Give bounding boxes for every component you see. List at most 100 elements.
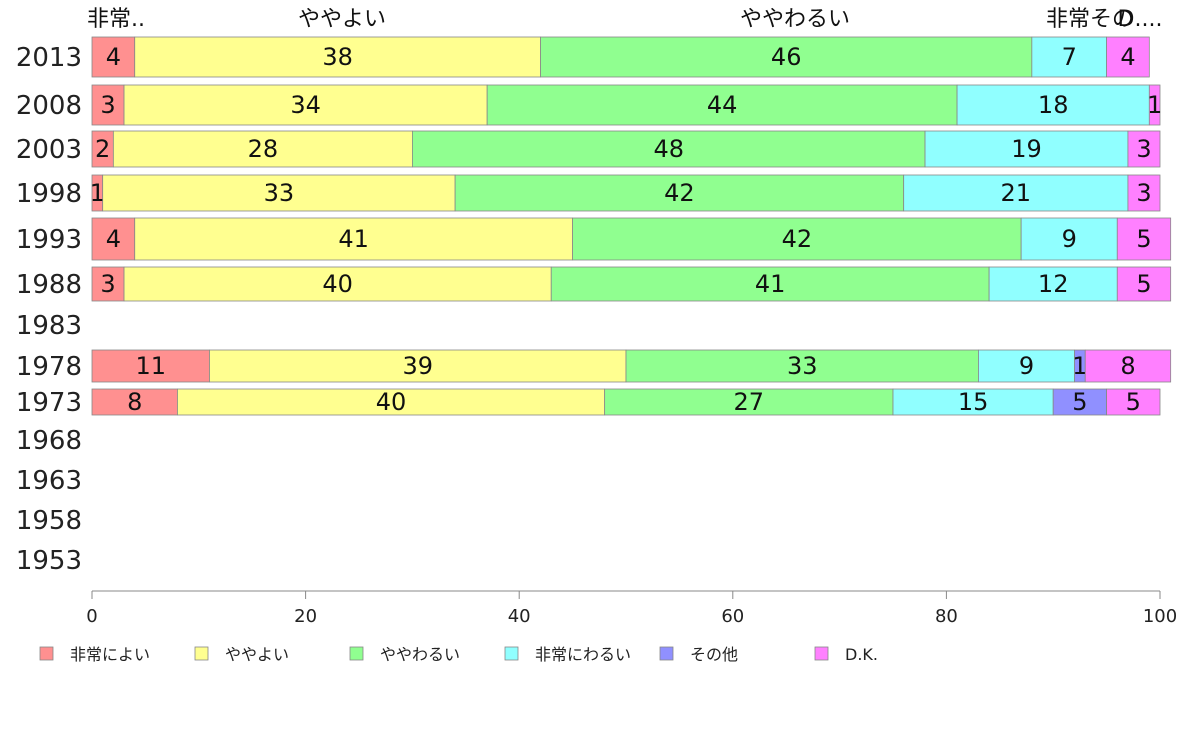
bar-segment-2003-2	[411, 130, 926, 168]
x-tick-label-40: 40	[508, 606, 531, 627]
bar-segment-1998-5	[1127, 174, 1161, 212]
top-series-labels: 非常.. ややよい ややわるい 非常そのD....	[87, 7, 1162, 32]
bar-segment-1978-2	[625, 349, 979, 383]
segment-label-1988-3: 12	[1038, 270, 1069, 298]
bar-segment-1993-0	[91, 217, 136, 261]
bar-segment-1988-5	[1116, 266, 1172, 302]
bar-segment-1993-3	[1020, 217, 1118, 261]
segment-label-1978-3: 9	[1019, 352, 1034, 380]
segment-label-2013-3: 7	[1062, 43, 1077, 71]
segment-label-1973-0: 8	[127, 388, 142, 416]
legend-swatch-4	[659, 646, 674, 661]
bar-segment-1973-3	[892, 388, 1054, 416]
segment-label-1998-1: 33	[264, 179, 295, 207]
legend-swatch-2	[349, 646, 364, 661]
segment-label-2003-0: 2	[95, 135, 110, 163]
segment-label-2013-5: 4	[1120, 43, 1135, 71]
segment-label-1978-5: 8	[1120, 352, 1135, 380]
bar-segment-1973-4	[1052, 388, 1107, 416]
year-axis-labels: 2013 2008 2003 1998 1993 1988 1983 1978 1973 1968…	[16, 43, 82, 576]
segment-label-1993-5: 5	[1136, 225, 1151, 253]
year-label-1998: 1998	[16, 179, 82, 209]
year-label-2013: 2013	[16, 43, 82, 73]
segment-label-1988-0: 3	[100, 270, 115, 298]
legend-label-0: 非常によい	[70, 645, 150, 664]
bar-segment-2013-3	[1031, 36, 1107, 78]
bar-segment-2008-1	[123, 84, 488, 126]
segment-label-2013-2: 46	[771, 43, 802, 71]
segment-label-1973-5: 5	[1126, 388, 1141, 416]
year-label-1968: 1968	[16, 426, 82, 456]
legend-swatch-0	[39, 646, 54, 661]
bar-segment-1998-1	[102, 174, 456, 212]
bar-segment-1998-2	[454, 174, 905, 212]
top-label-0: 非常..	[87, 7, 145, 32]
segment-label-1993-1: 41	[338, 225, 369, 253]
bar-segment-1998-3	[903, 174, 1129, 212]
bar-segment-1978-3	[978, 349, 1075, 383]
segment-label-1993-3: 9	[1062, 225, 1077, 253]
legend-label-5: D.K.	[845, 645, 878, 664]
segment-label-2008-5: 1	[1147, 91, 1162, 119]
bar-segment-1988-1	[123, 266, 552, 302]
x-tick-label-0: 0	[86, 606, 97, 627]
year-label-1983: 1983	[16, 311, 82, 341]
year-label-1993: 1993	[16, 225, 82, 255]
legend-swatch-5	[814, 646, 829, 661]
segment-label-2008-1: 34	[290, 91, 321, 119]
bar-segment-2008-5	[1148, 84, 1161, 126]
segment-label-1973-3: 15	[958, 388, 989, 416]
year-label-1973: 1973	[16, 388, 82, 418]
segment-label-2003-5: 3	[1136, 135, 1151, 163]
segment-label-1998-0: 1	[90, 179, 105, 207]
legend-label-2: ややわるい	[380, 645, 460, 664]
segment-label-1978-2: 33	[787, 352, 818, 380]
bars-area: 4 38 46 7 43 34 44 18 12 28 48 19 31 33 42 21 34 41 42 9 53 4…	[90, 36, 1172, 416]
year-label-1958: 1958	[16, 506, 82, 536]
x-tick-label-20: 20	[294, 606, 317, 627]
bar-segment-2003-5	[1127, 130, 1161, 168]
bar-segment-2008-2	[486, 84, 958, 126]
x-axis: 0 20 40 60 80 100	[86, 590, 1177, 627]
segment-label-1993-2: 42	[782, 225, 813, 253]
segment-label-1973-1: 40	[376, 388, 407, 416]
bar-segment-1988-0	[91, 266, 125, 302]
segment-label-1988-2: 41	[755, 270, 786, 298]
segment-label-1988-1: 40	[322, 270, 353, 298]
legend-label-3: 非常にわるい	[535, 645, 631, 664]
legend-swatch-1	[194, 646, 209, 661]
bar-segment-2003-3	[924, 130, 1129, 168]
bar-segment-2013-0	[91, 36, 136, 78]
year-label-1953: 1953	[16, 546, 82, 576]
year-label-2003: 2003	[16, 135, 82, 165]
segment-label-1973-4: 5	[1072, 388, 1087, 416]
segment-label-1993-0: 4	[106, 225, 121, 253]
top-label-4: D....	[1118, 7, 1163, 32]
bar-segment-1988-3	[988, 266, 1118, 302]
bar-segment-1978-5	[1084, 349, 1172, 383]
year-label-1988: 1988	[16, 270, 82, 300]
segment-label-2013-1: 38	[322, 43, 353, 71]
segment-label-2003-3: 19	[1011, 135, 1042, 163]
segment-label-2008-2: 44	[707, 91, 738, 119]
bar-segment-2003-1	[112, 130, 413, 168]
segment-label-2013-0: 4	[106, 43, 121, 71]
legend: 非常によい ややよい ややわるい 非常にわるい その他 D.K.	[39, 645, 878, 664]
x-tick-label-100: 100	[1143, 606, 1177, 627]
segment-label-2003-1: 28	[248, 135, 279, 163]
segment-label-1998-3: 21	[1001, 179, 1032, 207]
year-label-1978: 1978	[16, 352, 82, 382]
segment-label-2003-2: 48	[653, 135, 684, 163]
segment-label-1978-1: 39	[402, 352, 433, 380]
legend-label-1: ややよい	[225, 645, 289, 664]
bar-segment-1993-5	[1116, 217, 1172, 261]
top-label-2: ややわるい	[740, 7, 850, 32]
bar-segment-2013-2	[540, 36, 1033, 78]
segment-label-1978-0: 11	[135, 352, 166, 380]
segment-label-1988-5: 5	[1136, 270, 1151, 298]
segment-label-1998-2: 42	[664, 179, 695, 207]
segment-label-1973-2: 27	[734, 388, 765, 416]
segment-label-1978-4: 1	[1072, 352, 1087, 380]
segment-label-2008-3: 18	[1038, 91, 1069, 119]
